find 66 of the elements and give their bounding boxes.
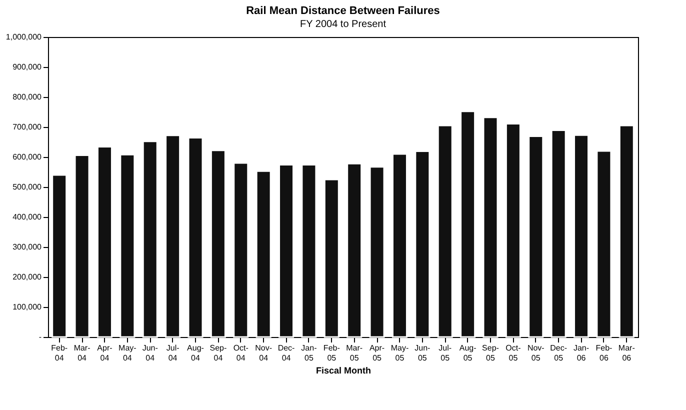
x-tick-label: Apr-05: [369, 344, 385, 362]
bar: [233, 162, 249, 338]
x-tick-label: Aug-04: [187, 344, 204, 362]
bar: [596, 150, 612, 338]
bar: [369, 166, 385, 338]
x-tick-label: Jun-05: [414, 344, 431, 362]
bar: [142, 140, 158, 338]
chart-subtitle: FY 2004 to Present: [300, 19, 386, 30]
y-tick-label: 200,000: [12, 272, 42, 282]
x-tick-label: Jan-06: [573, 344, 590, 362]
y-tick-label: 300,000: [12, 242, 42, 252]
x-tick-label: Dec-04: [278, 344, 296, 362]
x-tick-label: May-04: [118, 344, 137, 362]
x-axis-title: Fiscal Month: [316, 366, 372, 376]
bar: [256, 170, 272, 338]
bar: [414, 150, 430, 338]
x-tick-label: Jul-05: [438, 344, 452, 362]
x-tick-label: Jun-04: [142, 344, 158, 362]
bar: [188, 137, 204, 338]
y-tick-label: 800,000: [12, 92, 42, 102]
x-tick-label: Oct-04: [233, 344, 249, 362]
x-tick-label: Oct-05: [506, 344, 522, 362]
bar: [482, 116, 498, 338]
bar: [74, 154, 90, 338]
x-tick-label: Mar-04: [74, 344, 91, 362]
x-tick-label: Apr-04: [97, 344, 113, 362]
y-tick-label: 700,000: [12, 122, 42, 132]
bar: [96, 146, 112, 338]
bar: [618, 124, 634, 338]
bar: [460, 110, 476, 338]
y-tick-label: 400,000: [12, 212, 42, 222]
y-tick-label: 600,000: [12, 152, 42, 162]
bar: [165, 134, 181, 338]
y-tick-label: 100,000: [12, 302, 42, 312]
bar: [324, 178, 340, 338]
bar: [278, 164, 294, 338]
x-tick-label: May-05: [390, 344, 409, 362]
bar: [392, 153, 408, 338]
x-tick-label: Mar-05: [346, 344, 363, 362]
x-tick-label: Mar-06: [618, 344, 636, 362]
bar: [528, 136, 544, 338]
bar: [550, 130, 566, 338]
chart-title: Rail Mean Distance Between Failures: [246, 5, 440, 17]
x-tick-label: Dec-05: [550, 344, 568, 362]
bar: [301, 164, 317, 338]
x-tick-label: Sep-04: [210, 344, 227, 362]
x-tick-label: Aug-05: [459, 344, 477, 362]
bar: [437, 124, 453, 338]
x-tick-label: Jan-05: [301, 344, 318, 362]
x-tick-label: Feb-06: [596, 344, 613, 362]
y-tick-label: -: [38, 332, 42, 342]
bar: [574, 134, 590, 338]
bar: [346, 162, 362, 338]
x-tick-label: Nov-04: [255, 344, 272, 362]
bar: [120, 154, 136, 338]
x-tick-label: Feb-04: [51, 344, 68, 362]
bar: [52, 174, 68, 338]
bar: [505, 122, 521, 338]
x-tick-label: Nov-05: [527, 344, 545, 362]
y-tick-label: 1,000,000: [6, 32, 42, 42]
x-tick-label: Jul-04: [166, 344, 180, 362]
y-tick-label: 500,000: [12, 182, 42, 192]
x-tick-label: Sep-05: [482, 344, 500, 362]
bar: [210, 150, 226, 338]
x-tick-label: Feb-05: [323, 344, 340, 362]
y-tick-label: 900,000: [12, 62, 42, 72]
